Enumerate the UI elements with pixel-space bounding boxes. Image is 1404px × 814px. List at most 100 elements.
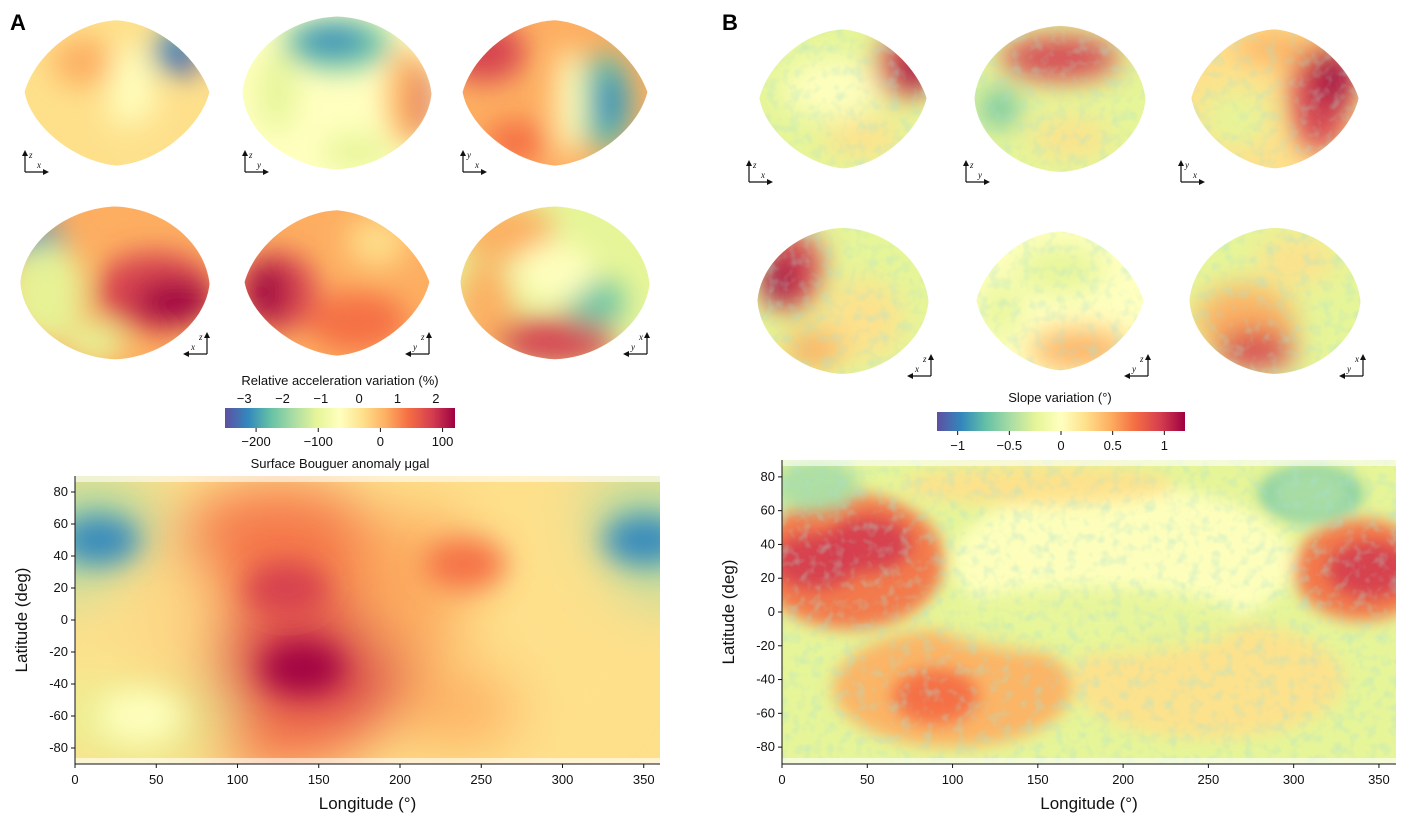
map-feature	[424, 538, 506, 590]
bouguer-anomaly-map: 0 50 100 150 200 250 300 350806040200-20-40-60-…	[12, 476, 660, 813]
x-tick-label: 100	[942, 772, 964, 787]
panel-b-label: B	[722, 10, 738, 35]
y-tick-label: 60	[54, 516, 68, 531]
colorbar-b-title: Slope variation (°)	[1008, 390, 1111, 405]
colorbar-b-tick: 0.5	[1104, 438, 1122, 453]
colorbar-a-bottom-tick: −200	[241, 434, 270, 449]
x-tick-label: 0	[778, 772, 785, 787]
x-tick-label: 250	[1198, 772, 1220, 787]
y-tick-label: -20	[756, 638, 775, 653]
svg-text:x: x	[914, 364, 919, 374]
svg-text:z: z	[248, 150, 253, 160]
colorbar-a-top-tick: 0	[356, 391, 363, 406]
axes-glyph-icon: yx	[1339, 354, 1366, 379]
svg-text:z: z	[969, 160, 974, 170]
colorbar-b-tick: 0	[1057, 438, 1064, 453]
y-axis-label: Latitude (deg)	[12, 568, 31, 673]
svg-text:y: y	[1184, 160, 1189, 170]
y-tick-label: -80	[756, 739, 775, 754]
axes-glyph-icon: xz	[746, 160, 773, 185]
y-tick-label: -80	[49, 740, 68, 755]
svg-text:z: z	[1139, 354, 1144, 364]
svg-text:x: x	[760, 170, 765, 180]
y-tick-label: 0	[768, 604, 775, 619]
y-tick-label: 60	[761, 503, 775, 518]
x-tick-label: 200	[1112, 772, 1134, 787]
x-tick-label: 150	[1027, 772, 1049, 787]
x-tick-label: 0	[71, 772, 78, 787]
colorbar-a-top-tick: −3	[237, 391, 252, 406]
colorbar-a-top-tick: −2	[275, 391, 290, 406]
colorbar-b-tick: −0.5	[996, 438, 1022, 453]
svg-text:y: y	[1346, 364, 1351, 374]
x-axis-label: Longitude (°)	[1040, 794, 1138, 813]
colorbar-a-bottom-title: Surface Bouguer anomaly μgal	[251, 456, 430, 471]
y-tick-label: -60	[49, 708, 68, 723]
asteroid-view-a-1: xz	[22, 20, 210, 175]
x-tick-label: 50	[149, 772, 163, 787]
axes-glyph-icon: yz	[405, 332, 432, 357]
x-tick-label: 250	[470, 772, 492, 787]
svg-text:y: y	[977, 170, 982, 180]
x-tick-label: 100	[227, 772, 249, 787]
svg-text:z: z	[198, 332, 203, 342]
svg-text:y: y	[412, 342, 417, 352]
asteroid-view-b-4: xz	[757, 227, 934, 379]
svg-text:y: y	[630, 342, 635, 352]
asteroid-view-a-6: yx	[460, 206, 650, 360]
map-feature	[602, 514, 660, 566]
svg-text:x: x	[638, 332, 643, 342]
x-tick-label: 50	[860, 772, 874, 787]
map-texture	[782, 460, 1396, 764]
svg-text:x: x	[1192, 170, 1197, 180]
svg-text:y: y	[256, 160, 261, 170]
asteroid-view-b-5: yz	[976, 231, 1151, 379]
colorbar-a: Relative acceleration variation (%) −3 −2 −…	[225, 373, 455, 471]
slope-variation-map: 0 50 100 150 200 250 300 350806040200-20-40-60-…	[719, 460, 1396, 813]
colorbar-a-bottom-tick: 0	[377, 434, 384, 449]
axes-glyph-icon: xz	[22, 150, 49, 175]
svg-text:y: y	[1131, 364, 1136, 374]
y-tick-label: -60	[756, 705, 775, 720]
asteroid-view-a-3: xy	[460, 20, 648, 175]
asteroid-view-a-2: yz	[242, 16, 432, 175]
svg-text:z: z	[420, 332, 425, 342]
asteroid-view-a-4: xz	[20, 206, 210, 360]
x-tick-label: 350	[633, 772, 655, 787]
asteroid-view-b-3: xy	[1178, 29, 1359, 185]
axes-glyph-icon: yz	[242, 150, 269, 175]
x-axis-label: Longitude (°)	[319, 794, 417, 813]
axes-glyph-icon: yx	[623, 332, 650, 357]
colorbar-b-tick: −1	[950, 438, 965, 453]
x-tick-label: 150	[308, 772, 330, 787]
map-feature	[75, 514, 141, 566]
axes-glyph-icon: yz	[963, 160, 990, 185]
axes-glyph-icon: yz	[1124, 354, 1151, 379]
y-axis-label: Latitude (deg)	[719, 560, 738, 665]
y-tick-label: 20	[54, 580, 68, 595]
y-tick-label: -20	[49, 644, 68, 659]
axes-glyph-icon: xz	[183, 332, 210, 357]
x-tick-label: 200	[389, 772, 411, 787]
asteroid-view-b-6: yx	[1189, 227, 1366, 379]
colorbar-a-bottom-tick: −100	[304, 434, 333, 449]
svg-text:x: x	[474, 160, 479, 170]
y-tick-label: 20	[761, 570, 775, 585]
y-tick-label: 40	[54, 548, 68, 563]
panel-a-label: A	[10, 10, 26, 35]
svg-text:x: x	[190, 342, 195, 352]
map-feature	[99, 690, 181, 742]
svg-text:x: x	[36, 160, 41, 170]
asteroid-view-a-5: yz	[244, 210, 432, 357]
y-tick-label: 80	[54, 484, 68, 499]
x-tick-label: 300	[1283, 772, 1305, 787]
y-tick-label: 40	[761, 536, 775, 551]
axes-glyph-icon: xy	[1178, 160, 1205, 185]
colorbar-a-top-tick: 2	[432, 391, 439, 406]
y-tick-label: -40	[756, 672, 775, 687]
svg-text:z: z	[752, 160, 757, 170]
colorbar-a-top-tick: 1	[394, 391, 401, 406]
x-tick-label: 300	[552, 772, 574, 787]
colorbar-a-bottom-tick: 100	[432, 434, 454, 449]
